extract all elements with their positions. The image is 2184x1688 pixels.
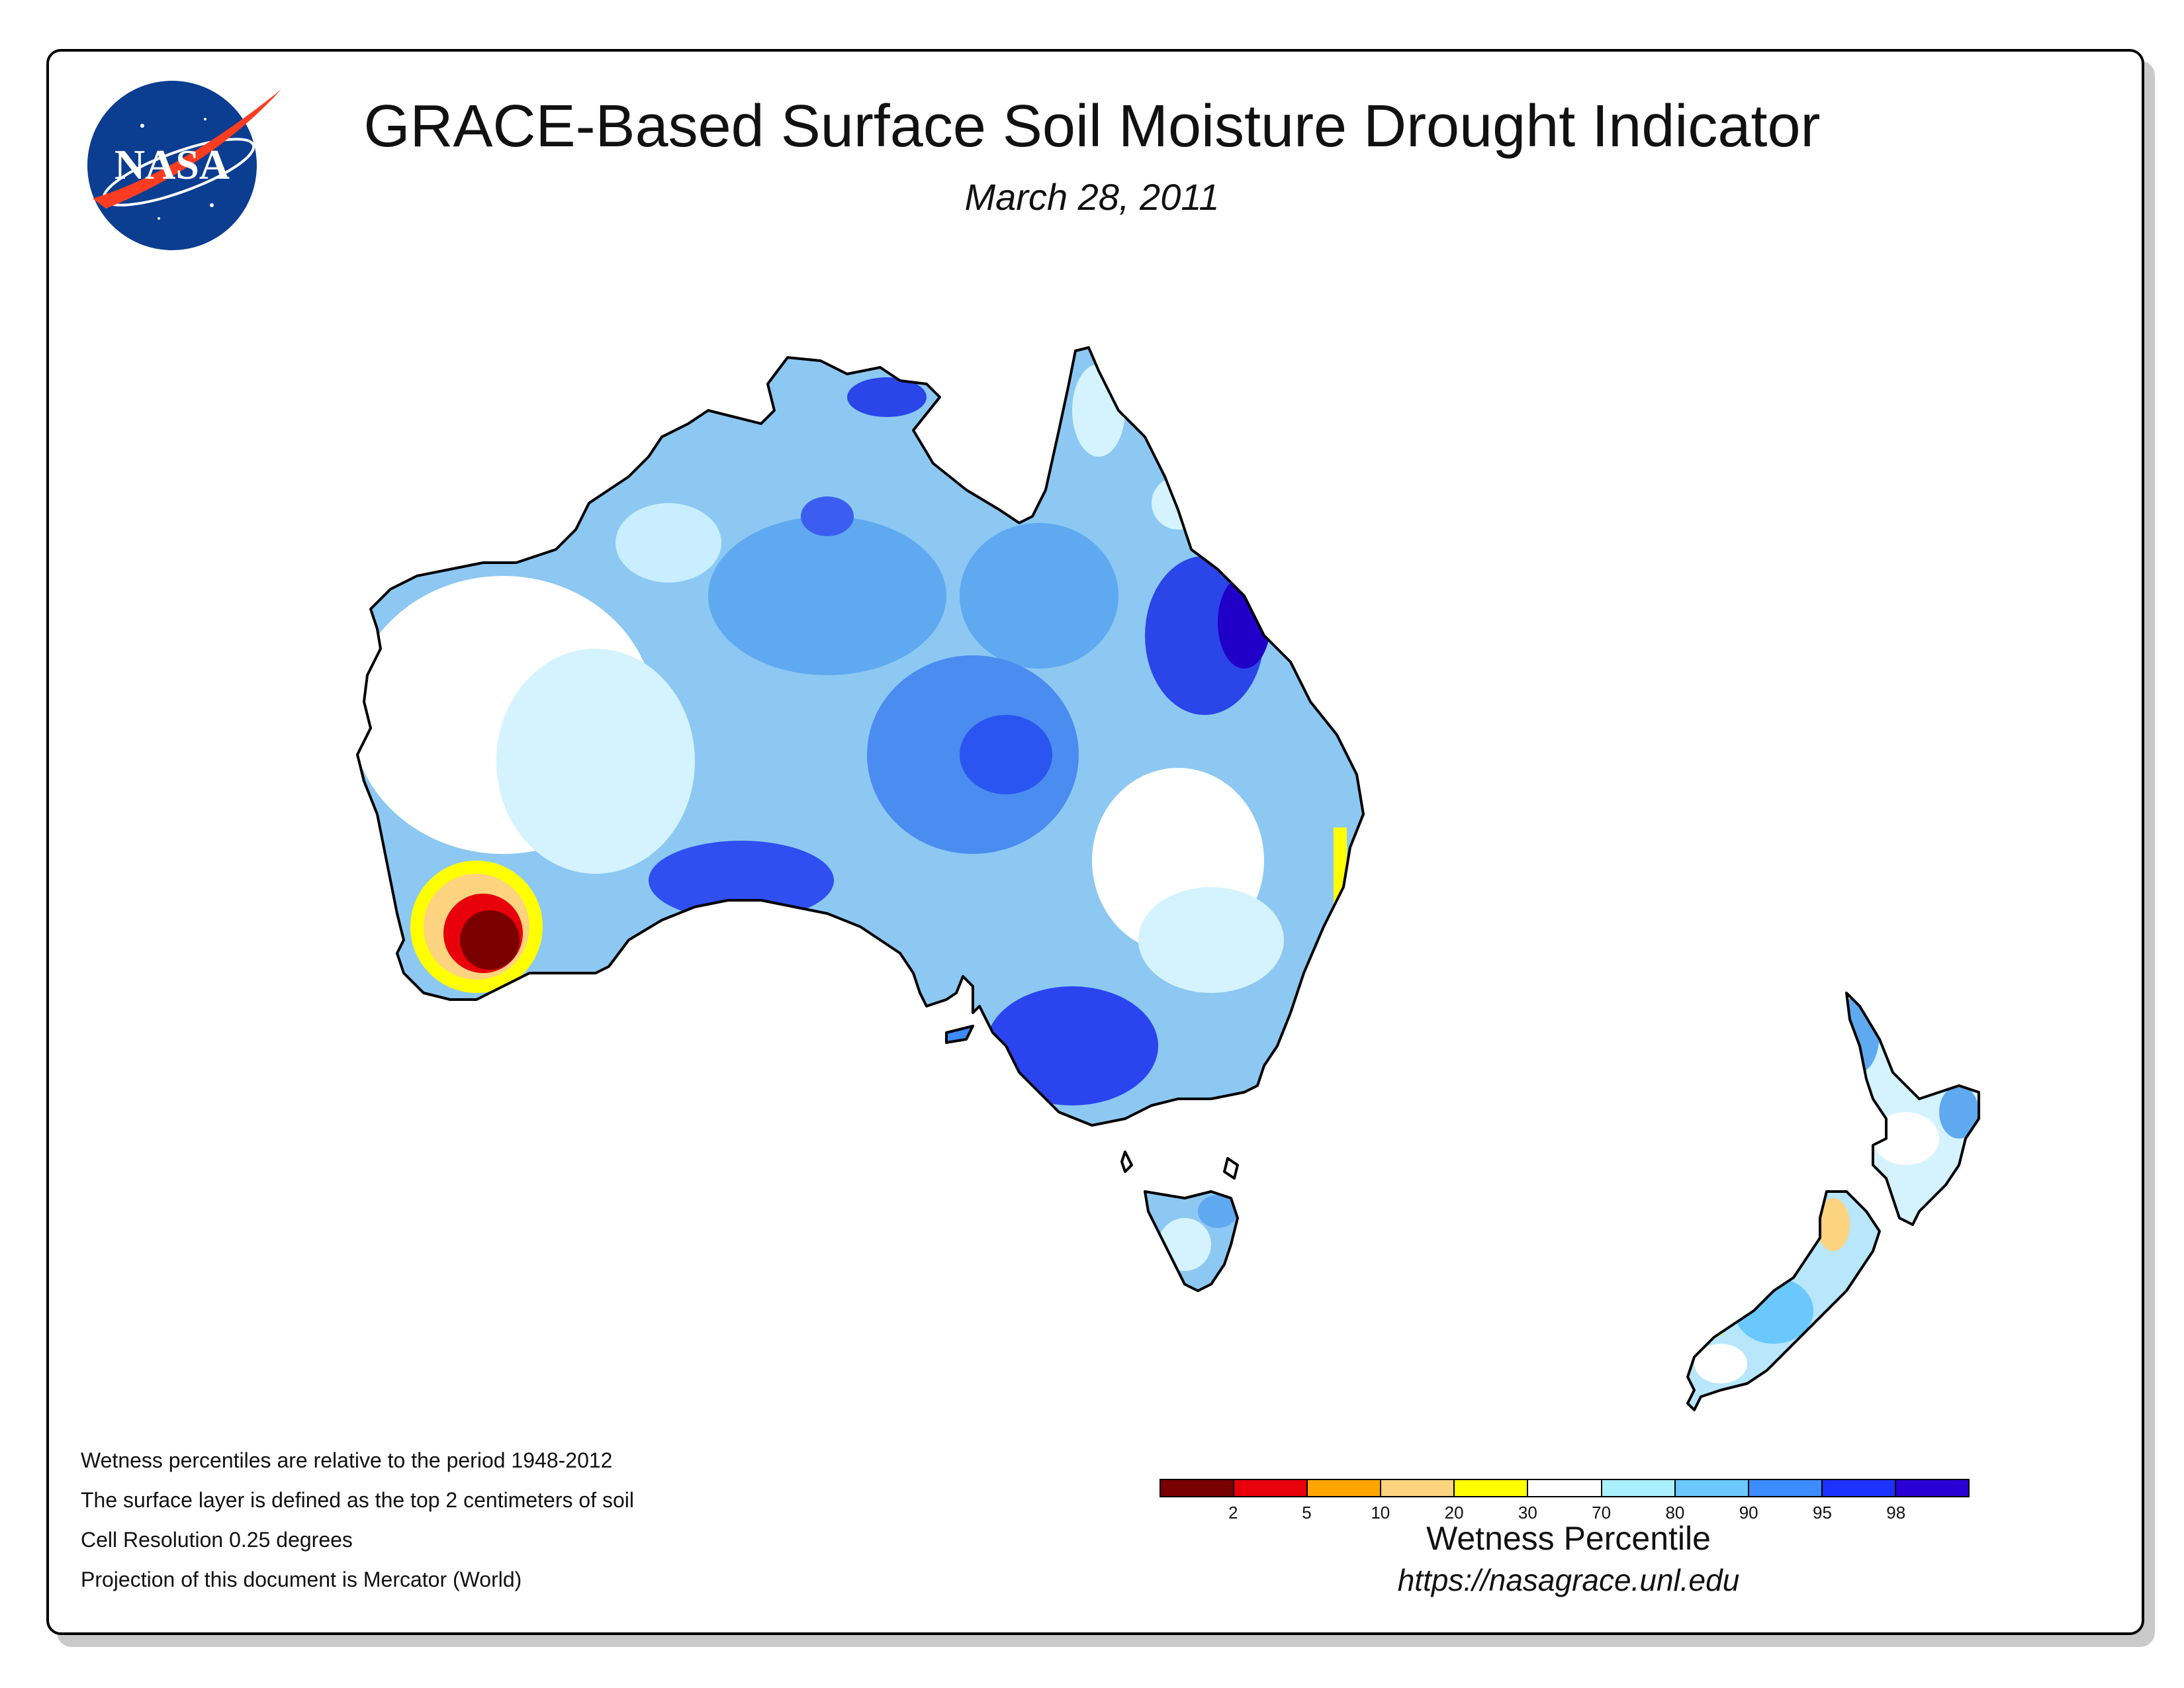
nasa-meatball-logo-icon: NASA bbox=[87, 81, 281, 250]
legend-swatch bbox=[1749, 1480, 1823, 1496]
notes-block: Wetness percentiles are relative to the … bbox=[81, 1448, 634, 1607]
map-date: March 28, 2011 bbox=[964, 176, 1220, 218]
wetness-legend: 2 5 10 20 30 70 80 90 95 98 bbox=[1160, 1479, 1970, 1524]
note-cell-resolution: Cell Resolution 0.25 degrees bbox=[81, 1528, 353, 1552]
australia-region bbox=[357, 348, 1363, 1125]
coastline-outlines bbox=[356, 346, 1980, 1411]
legend-tick-label: 70 bbox=[1592, 1503, 1612, 1523]
legend-swatch bbox=[1528, 1480, 1602, 1496]
legend-swatch bbox=[1822, 1480, 1896, 1496]
legend-tick-label: 90 bbox=[1739, 1503, 1758, 1523]
note-percentile-period: Wetness percentiles are relative to the … bbox=[81, 1448, 613, 1472]
legend-swatch bbox=[1308, 1480, 1382, 1496]
legend-tick-label: 10 bbox=[1371, 1503, 1390, 1523]
legend-tick-label: 80 bbox=[1665, 1503, 1685, 1523]
legend-tick-label: 20 bbox=[1444, 1503, 1464, 1523]
note-surface-layer: The surface layer is defined as the top … bbox=[81, 1488, 634, 1512]
note-projection: Projection of this document is Mercator … bbox=[81, 1568, 522, 1591]
legend-color-bar bbox=[1160, 1479, 1970, 1497]
legend-tick-label: 5 bbox=[1302, 1503, 1312, 1523]
new-zealand-region bbox=[1688, 993, 1979, 1410]
legend-tick-label: 30 bbox=[1518, 1503, 1537, 1523]
legend-swatch bbox=[1234, 1480, 1308, 1496]
legend-swatch bbox=[1161, 1480, 1235, 1496]
legend-ticks: 2 5 10 20 30 70 80 90 95 98 bbox=[1160, 1497, 1970, 1524]
tasmania-region bbox=[1145, 1192, 1238, 1291]
legend-tick-label: 95 bbox=[1812, 1503, 1832, 1523]
source-url[interactable]: https://nasagrace.unl.edu bbox=[1397, 1563, 1740, 1597]
nasa-logo-text: NASA bbox=[114, 141, 230, 188]
legend-tick-label: 98 bbox=[1886, 1503, 1906, 1523]
legend-title: Wetness Percentile bbox=[1426, 1520, 1711, 1557]
legend-swatch bbox=[1675, 1480, 1749, 1496]
legend-swatch bbox=[1602, 1480, 1676, 1496]
legend-swatch bbox=[1455, 1480, 1529, 1496]
legend-tick-label: 2 bbox=[1228, 1503, 1238, 1523]
legend-swatch bbox=[1895, 1480, 1969, 1496]
page-title: GRACE-Based Surface Soil Moisture Drough… bbox=[363, 93, 1821, 160]
legend-swatch bbox=[1381, 1480, 1455, 1496]
